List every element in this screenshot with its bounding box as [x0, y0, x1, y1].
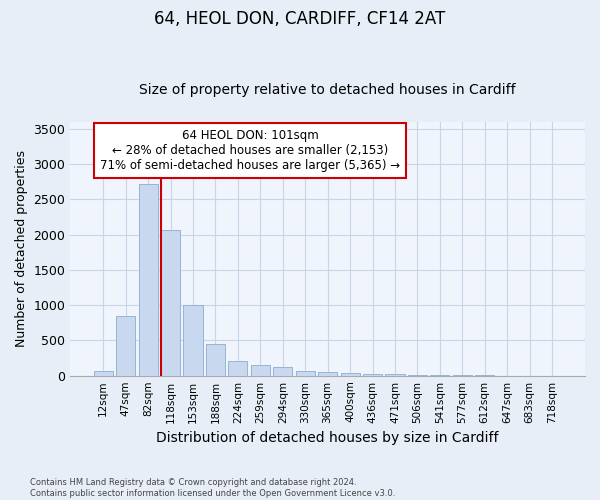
Bar: [161, 230, 180, 376]
Bar: [363, 374, 382, 376]
Bar: [296, 371, 315, 376]
Bar: [408, 375, 427, 376]
Bar: [318, 372, 337, 376]
Bar: [229, 360, 247, 376]
X-axis label: Distribution of detached houses by size in Cardiff: Distribution of detached houses by size …: [157, 431, 499, 445]
Title: Size of property relative to detached houses in Cardiff: Size of property relative to detached ho…: [139, 83, 516, 97]
Bar: [251, 365, 270, 376]
Bar: [116, 316, 135, 376]
Bar: [94, 372, 113, 376]
Y-axis label: Number of detached properties: Number of detached properties: [15, 150, 28, 347]
Bar: [184, 305, 203, 376]
Bar: [139, 184, 158, 376]
Bar: [341, 373, 359, 376]
Text: Contains HM Land Registry data © Crown copyright and database right 2024.
Contai: Contains HM Land Registry data © Crown c…: [30, 478, 395, 498]
Text: 64, HEOL DON, CARDIFF, CF14 2AT: 64, HEOL DON, CARDIFF, CF14 2AT: [154, 10, 446, 28]
Text: 64 HEOL DON: 101sqm
← 28% of detached houses are smaller (2,153)
71% of semi-det: 64 HEOL DON: 101sqm ← 28% of detached ho…: [100, 130, 401, 172]
Bar: [206, 344, 225, 376]
Bar: [385, 374, 404, 376]
Bar: [273, 366, 292, 376]
